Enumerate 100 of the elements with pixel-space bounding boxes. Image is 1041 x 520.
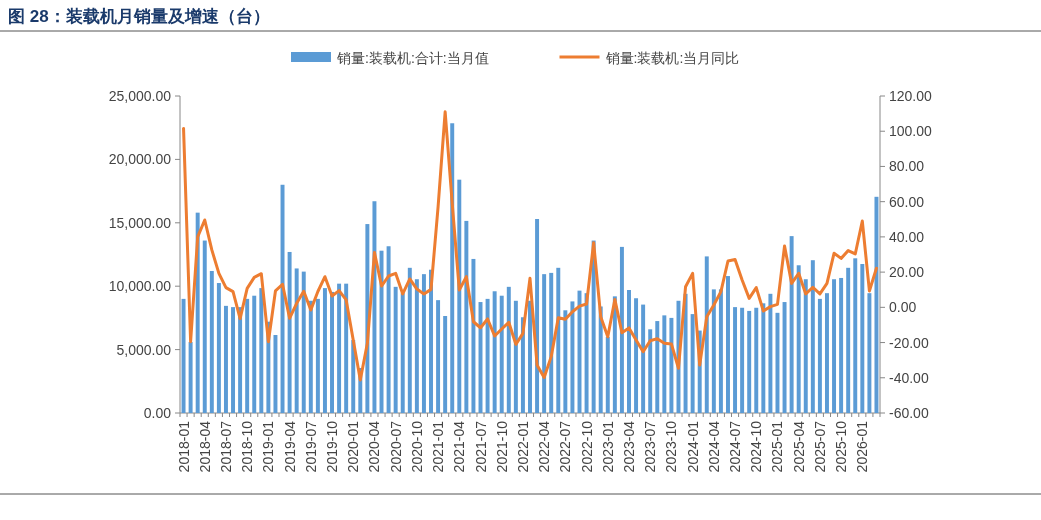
y2-tick-label: -40.00 (889, 369, 929, 386)
bar (874, 196, 879, 413)
bar (287, 251, 292, 413)
x-tick-label: 2023-04 (620, 420, 637, 473)
bar (570, 301, 575, 413)
bar (803, 279, 808, 413)
bar (747, 310, 752, 413)
bar (768, 293, 773, 413)
y2-tick-label: 100.00 (889, 123, 933, 140)
y-tick-label: 10,000.00 (108, 278, 172, 295)
bar (337, 283, 342, 413)
x-tick-label: 2025-04 (790, 420, 807, 473)
bar (839, 277, 844, 413)
bar (846, 267, 851, 413)
bar (216, 283, 221, 413)
bar (782, 302, 787, 413)
x-tick-label: 2025-10 (833, 420, 850, 473)
x-tick-label: 2024-01 (684, 420, 701, 473)
x-tick-label: 2024-04 (705, 420, 722, 473)
bar (443, 316, 448, 413)
bar (853, 258, 858, 413)
bar (259, 288, 264, 413)
bar (726, 276, 730, 413)
y2-tick-label: 60.00 (889, 193, 925, 210)
y2-tick-label: 120.00 (889, 88, 933, 104)
bar (280, 184, 285, 413)
y2-tick-label: 20.00 (889, 264, 925, 281)
bar (513, 300, 518, 413)
x-tick-label: 2022-07 (557, 420, 574, 473)
bar (718, 289, 723, 413)
bar (308, 300, 313, 413)
bar (181, 298, 186, 413)
x-tick-label: 2020-07 (387, 420, 404, 473)
bar (627, 290, 631, 413)
bar (754, 307, 759, 413)
y2-tick-label: -20.00 (889, 334, 929, 351)
legend-label: 销量:装载机:当月同比 (604, 50, 740, 66)
bar (789, 236, 794, 413)
line-series (182, 110, 878, 382)
y2-tick-label: 40.00 (889, 228, 925, 245)
y-tick-label: 20,000.00 (108, 151, 172, 168)
bar (209, 270, 214, 413)
y2-tick-label: -60.00 (889, 405, 929, 421)
bar (386, 246, 391, 413)
x-tick-label: 2018-01 (175, 420, 192, 473)
x-tick-label: 2024-10 (748, 420, 765, 473)
bar (471, 258, 476, 413)
bar (824, 293, 829, 413)
bar (436, 300, 441, 413)
bar (683, 293, 688, 413)
x-tick-label: 2026-01 (854, 420, 871, 473)
x-tick-label: 2018-10 (239, 420, 256, 473)
x-tick-label: 2020-10 (408, 420, 425, 473)
y-tick-label: 5,000.00 (116, 341, 172, 358)
x-tick-label: 2022-04 (536, 420, 553, 473)
x-tick-label: 2018-04 (196, 420, 213, 473)
bar (775, 312, 780, 413)
bar (634, 298, 639, 413)
bar (414, 279, 419, 413)
bar (407, 267, 412, 413)
bar (322, 288, 327, 413)
x-tick-label: 2019-07 (302, 420, 319, 473)
bar (605, 336, 610, 413)
x-tick-label: 2021-01 (430, 420, 447, 473)
bar (429, 269, 433, 413)
x-tick-label: 2019-10 (324, 420, 341, 473)
bar (832, 279, 837, 413)
bar (867, 293, 872, 413)
y2-tick-label: 80.00 (889, 158, 925, 175)
x-tick-label: 2024-07 (727, 420, 744, 473)
bar (188, 341, 193, 413)
x-tick-label: 2019-04 (281, 420, 298, 473)
bar (761, 303, 766, 413)
y-tick-label: 0.00 (143, 405, 172, 421)
bar (817, 298, 822, 413)
bar (393, 286, 398, 413)
bar (344, 283, 349, 413)
bar (542, 274, 547, 413)
bar (223, 305, 228, 413)
bar (506, 286, 511, 413)
x-tick-label: 2021-04 (451, 420, 468, 473)
bar (315, 298, 320, 413)
bar (584, 293, 589, 413)
bar (464, 220, 469, 413)
bar (655, 321, 660, 413)
bar (810, 260, 815, 413)
x-tick-label: 2021-10 (493, 420, 510, 473)
bar (457, 179, 462, 413)
bar (492, 291, 497, 413)
bar (294, 268, 299, 413)
bar (669, 317, 674, 413)
x-tick-label: 2022-10 (578, 420, 595, 473)
bar (549, 272, 554, 413)
x-tick-label: 2025-07 (811, 420, 828, 473)
x-tick-label: 2023-01 (599, 420, 616, 473)
bar (301, 271, 306, 413)
bar (733, 307, 738, 413)
bar (619, 246, 624, 413)
bar (231, 307, 236, 413)
x-tick-label: 2020-04 (366, 420, 383, 473)
